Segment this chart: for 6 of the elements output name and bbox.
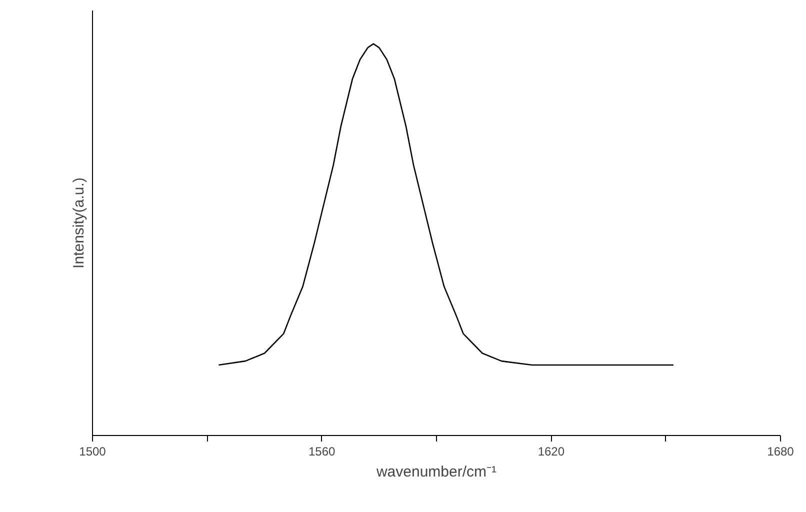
x-tick-label: 1560	[308, 444, 336, 458]
y-axis-title: Intensity(a.u.)	[70, 178, 88, 268]
x-tick-label: 1620	[538, 444, 565, 458]
x-tick-label: 1680	[767, 444, 794, 458]
x-tick-label: 1500	[79, 444, 106, 458]
x-axis-title: wavenumber/cm⁻¹	[375, 464, 497, 480]
